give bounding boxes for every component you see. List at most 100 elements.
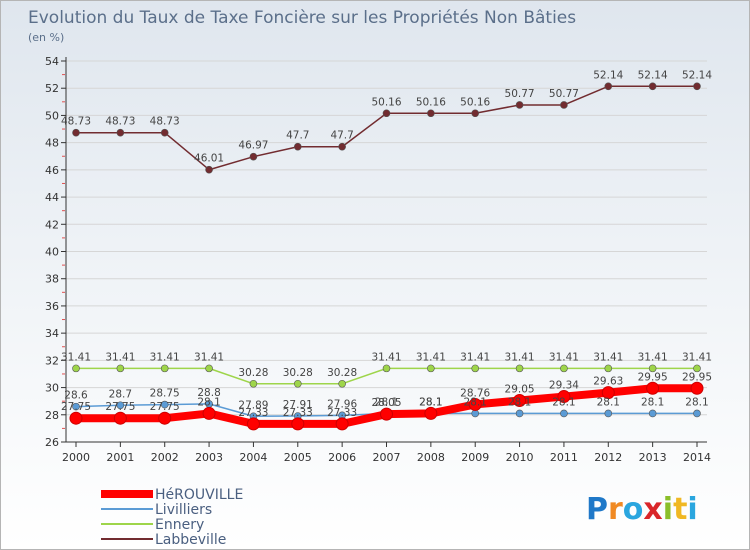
logo-text: Proxiti — [586, 492, 698, 527]
data-label: 31.41 — [416, 351, 446, 363]
data-point — [113, 411, 127, 425]
x-tick-label: 2006 — [328, 451, 356, 464]
data-point — [648, 364, 657, 373]
data-point — [693, 82, 701, 91]
legend-label: HéROUVILLE — [155, 487, 243, 503]
data-label: 28.6 — [64, 390, 88, 402]
data-point — [160, 364, 169, 373]
x-tick-label: 2000 — [62, 451, 90, 464]
x-tick-label: 2003 — [195, 451, 223, 464]
data-label: 28.75 — [150, 388, 180, 400]
data-point — [560, 409, 568, 418]
y-tick-label: 26 — [45, 436, 59, 449]
x-tick-label: 2007 — [373, 451, 401, 464]
x-tick-label: 2011 — [550, 451, 578, 464]
data-point — [246, 417, 260, 431]
data-point — [424, 406, 438, 420]
data-label: 27.33 — [283, 407, 313, 419]
logo-letter: P — [586, 492, 608, 527]
data-point — [335, 417, 349, 431]
data-label: 47.7 — [330, 130, 353, 142]
data-label: 52.14 — [682, 69, 712, 81]
data-point — [72, 128, 80, 137]
logo-letter: i — [663, 492, 673, 527]
legend-label: Livilliers — [155, 502, 212, 518]
data-label: 28.1 — [641, 396, 664, 408]
data-point — [380, 407, 393, 421]
data-point — [338, 379, 346, 388]
logo-letter: t — [673, 492, 687, 527]
data-label: 48.73 — [61, 116, 91, 128]
series-group — [69, 82, 704, 431]
logo-letter: i — [687, 492, 697, 527]
data-label: 31.41 — [371, 351, 401, 363]
data-label: 28.1 — [419, 396, 442, 408]
chart-subtitle: (en %) — [28, 31, 64, 44]
data-label: 28.1 — [552, 396, 575, 408]
data-point — [646, 381, 660, 395]
data-label: 28.1 — [597, 396, 620, 408]
data-point — [116, 128, 125, 137]
data-label: 50.77 — [505, 88, 535, 100]
data-label: 52.14 — [593, 69, 623, 81]
data-point — [515, 409, 524, 418]
data-label: 31.41 — [505, 351, 535, 363]
data-label: 30.28 — [283, 367, 313, 379]
data-label: 28.1 — [375, 396, 398, 408]
data-label: 50.16 — [371, 96, 401, 108]
data-point — [648, 82, 657, 91]
data-label: 31.41 — [194, 351, 224, 363]
data-point — [693, 364, 701, 373]
data-label: 50.77 — [549, 88, 579, 100]
data-point — [205, 165, 213, 174]
data-point — [382, 109, 391, 118]
data-point — [471, 109, 480, 118]
data-label: 31.41 — [682, 351, 712, 363]
x-tick-label: 2008 — [417, 451, 445, 464]
y-tick-label: 46 — [45, 164, 59, 177]
y-tick-label: 30 — [45, 382, 59, 395]
y-tick-label: 28 — [45, 409, 59, 422]
data-label: 47.7 — [286, 130, 309, 142]
legend-label: Labbeville — [155, 532, 226, 548]
chart-title: Evolution du Taux de Taxe Foncière sur l… — [28, 8, 576, 28]
data-label: 29.34 — [549, 380, 579, 392]
data-label: 29.95 — [682, 371, 712, 383]
data-point — [249, 152, 258, 161]
x-tick-label: 2004 — [239, 451, 267, 464]
data-label: 31.41 — [105, 351, 135, 363]
data-point — [72, 364, 80, 373]
data-label: 28.1 — [419, 396, 442, 408]
data-point — [604, 364, 613, 373]
data-label: 28.05 — [371, 397, 401, 409]
data-point — [69, 411, 83, 425]
data-label: 28.8 — [197, 387, 220, 399]
data-label: 28.7 — [109, 388, 132, 400]
axes: 26 28 30 32 34 36 38 40 42 44 46 48 50 52 54 2000 2001 20… — [45, 55, 711, 464]
data-label: 27.33 — [238, 407, 268, 419]
data-label: 46.01 — [194, 153, 224, 165]
data-point — [693, 409, 701, 418]
proxiti-logo: Proxiti — [586, 492, 698, 527]
data-point — [116, 401, 125, 410]
data-point — [293, 379, 302, 388]
data-point — [471, 364, 480, 373]
data-label: 27.75 — [61, 401, 91, 413]
x-tick-label: 2012 — [594, 451, 622, 464]
x-tick-label: 2009 — [461, 451, 489, 464]
x-tick-label: 2001 — [106, 451, 134, 464]
x-tick-label: 2014 — [683, 451, 711, 464]
data-label: 28.1 — [685, 396, 708, 408]
y-tick-label: 40 — [45, 246, 59, 259]
data-point — [601, 386, 615, 400]
logo-letter: o — [623, 492, 644, 527]
data-label: 31.41 — [593, 351, 623, 363]
y-tick-label: 50 — [45, 109, 59, 122]
data-label: 27.96 — [327, 398, 357, 410]
data-point — [382, 364, 391, 373]
data-point — [291, 417, 305, 431]
data-label: 48.73 — [105, 116, 135, 128]
data-label: 46.97 — [238, 140, 268, 152]
data-point — [160, 128, 169, 137]
